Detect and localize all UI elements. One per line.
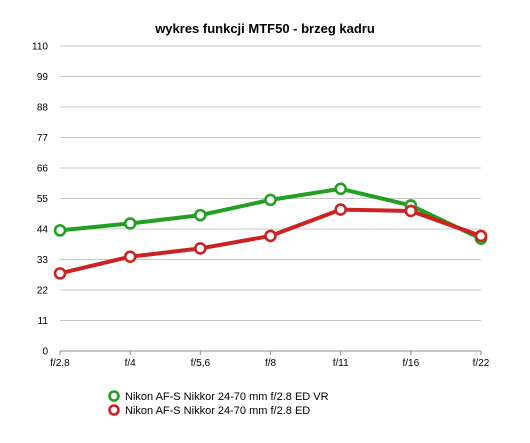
- legend-item: Nikon AF-S Nikkor 24-70 mm f/2.8 ED VR: [108, 390, 329, 403]
- data-point: [123, 217, 137, 230]
- y-tick-label: 88: [37, 103, 49, 114]
- legend-marker: [108, 404, 120, 416]
- y-tick-label: 99: [37, 72, 49, 83]
- axis-layer: 0 11 22 33 44 55 66 77 88 99 110 f/2.8 f/4 f/5,6 f/8 f/…: [32, 42, 490, 370]
- y-tick-label: 55: [37, 194, 49, 205]
- y-tick-label: 22: [37, 286, 49, 297]
- data-point: [53, 224, 67, 237]
- grid-layer: [60, 45, 481, 321]
- chart-title: wykres funkcji MTF50 - brzeg kadru: [154, 21, 375, 36]
- x-tick-label: f/16: [402, 358, 419, 369]
- legend-item: Nikon AF-S Nikkor 24-70 mm f/2.8 ED: [108, 404, 310, 417]
- data-point: [123, 250, 137, 264]
- data-point: [404, 204, 418, 218]
- y-tick-label: 66: [37, 164, 49, 175]
- legend-label: Nikon AF-S Nikkor 24-70 mm f/2.8 ED: [125, 405, 310, 417]
- y-tick-label: 11: [38, 316, 49, 327]
- y-tick-label: 0: [42, 347, 48, 358]
- x-tick-label: f/22: [473, 358, 490, 369]
- x-tick-label: f/11: [333, 358, 349, 369]
- y-tick-label: 44: [37, 225, 49, 236]
- data-point: [474, 229, 488, 243]
- data-point: [264, 229, 277, 243]
- x-tick-label: f/5,6: [191, 358, 211, 369]
- data-point: [194, 242, 207, 255]
- data-point: [334, 182, 347, 196]
- y-tick-label: 77: [37, 133, 49, 144]
- legend: Nikon AF-S Nikkor 24-70 mm f/2.8 ED VR Ni…: [108, 390, 329, 417]
- y-tick-label: 110: [32, 42, 48, 53]
- series-2: [53, 203, 488, 280]
- legend-marker: [108, 390, 120, 402]
- y-tick-label: 33: [37, 255, 49, 266]
- data-point: [264, 193, 277, 207]
- x-tick-label: f/8: [265, 358, 277, 369]
- legend-label: Nikon AF-S Nikkor 24-70 mm f/2.8 ED VR: [125, 391, 329, 403]
- data-point: [53, 267, 67, 280]
- series-layer: [53, 182, 488, 280]
- x-tick-label: f/4: [125, 358, 137, 369]
- data-point: [194, 208, 207, 222]
- data-point: [334, 203, 347, 216]
- x-tick-label: f/2.8: [50, 358, 70, 369]
